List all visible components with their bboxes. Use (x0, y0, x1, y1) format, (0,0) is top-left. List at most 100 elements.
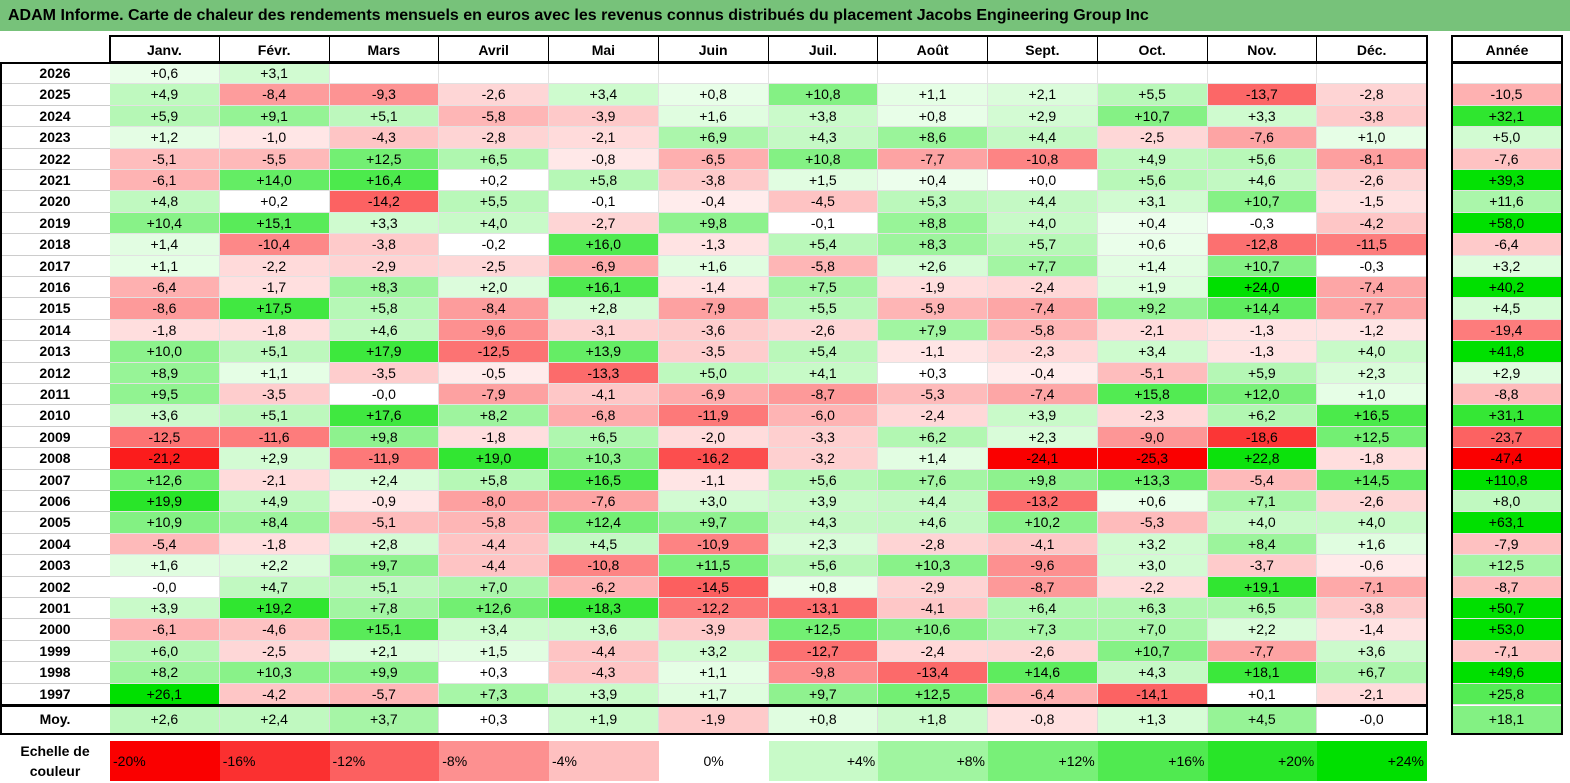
heatmap-cell: +2,3 (988, 426, 1098, 449)
heatmap-cell: -1,8 (1317, 448, 1427, 470)
heatmap-cell: +4,6 (878, 512, 988, 534)
heatmap-cell: -1,0 (219, 127, 330, 149)
heatmap-cell: -24,1 (988, 448, 1098, 470)
year-label: 2018 (0, 234, 110, 256)
heatmap-cell: -0,1 (549, 191, 659, 213)
heatmap-cell: +8,3 (878, 234, 988, 256)
heatmap-cell: +5,5 (768, 298, 879, 320)
heatmap-cell: +15,1 (219, 212, 330, 235)
heatmap-cell: -4,2 (219, 683, 330, 705)
heatmap-cell: +1,9 (1097, 277, 1208, 299)
annual-cell: +58,0 (1452, 212, 1562, 235)
heatmap-cell: +2,3 (1317, 362, 1427, 384)
year-label: 2008 (0, 448, 110, 470)
heatmap-cell: +0,6 (110, 63, 220, 85)
heatmap-cell: +9,8 (988, 469, 1098, 491)
heatmap-cell: +10,7 (1207, 191, 1318, 213)
heatmap-cell: +2,4 (329, 469, 440, 491)
heatmap-cell: -2,2 (219, 255, 330, 277)
year-label: 2019 (0, 212, 110, 235)
heatmap-cell: +3,6 (110, 405, 220, 427)
scale-swatch: +8% (878, 741, 988, 781)
heatmap-cell (329, 63, 440, 85)
heatmap-cell: -10,8 (988, 148, 1098, 170)
heatmap-cell: +5,4 (768, 234, 879, 256)
heatmap-cell: +4,3 (768, 127, 879, 149)
heatmap-cell: +2,9 (219, 448, 330, 470)
year-label: 2023 (0, 127, 110, 149)
heatmap-cell: +15,8 (1097, 384, 1208, 406)
heatmap-cell: +6,9 (658, 127, 769, 149)
heatmap-cell: +0,4 (1097, 212, 1208, 235)
heatmap-cell: -4,1 (988, 533, 1098, 556)
heatmap-cell: +8,6 (878, 127, 988, 149)
heatmap-cell (1207, 63, 1318, 85)
heatmap-cell: -5,8 (439, 105, 549, 128)
heatmap-cell: +10,3 (878, 555, 988, 577)
heatmap-cell (878, 63, 988, 85)
average-cell: +4,5 (1207, 706, 1318, 733)
heatmap-cell: +5,6 (768, 469, 879, 491)
heatmap-cell: +4,4 (878, 491, 988, 513)
heatmap-cell: +5,6 (1207, 148, 1318, 170)
heatmap-cell: +4,8 (110, 191, 220, 213)
scale-swatch: +24% (1317, 741, 1427, 781)
heatmap-cell: +4,7 (219, 576, 330, 598)
heatmap-cell: -12,5 (439, 341, 549, 363)
annual-cell: -8,7 (1452, 576, 1562, 598)
heatmap-cell: -1,8 (439, 426, 549, 449)
heatmap-cell: -2,4 (878, 640, 988, 663)
heatmap-cell: +4,3 (1097, 662, 1208, 684)
heatmap-cell: +10,7 (1097, 640, 1208, 663)
heatmap-cell: -6,8 (549, 405, 659, 427)
heatmap-cell: -9,6 (988, 555, 1098, 577)
heatmap-cell (988, 63, 1098, 85)
heatmap-cell: +17,9 (329, 341, 440, 363)
heatmap-cell: +5,0 (658, 362, 769, 384)
heatmap-cell: -3,8 (1317, 105, 1427, 128)
heatmap-cell: -0,9 (329, 491, 440, 513)
year-label: 2009 (0, 426, 110, 449)
heatmap-cell: -1,9 (878, 277, 988, 299)
annual-cell: +39,3 (1452, 170, 1562, 192)
heatmap-cell: -12,7 (768, 640, 879, 663)
heatmap-cell: -12,2 (658, 598, 769, 620)
heatmap-cell: +1,7 (658, 683, 769, 705)
heatmap-cell: -13,1 (768, 598, 879, 620)
annual-cell: +49,6 (1452, 662, 1562, 684)
heatmap-cell: +10,8 (768, 84, 879, 106)
heatmap-cell: -0,0 (110, 576, 220, 598)
heatmap-cell: -3,2 (768, 448, 879, 470)
annual-cell: -6,4 (1452, 234, 1562, 256)
year-label: 1997 (0, 683, 110, 705)
heatmap-cell: -1,4 (658, 277, 769, 299)
heatmap-cell: -1,1 (658, 469, 769, 491)
heatmap-cell: +13,3 (1097, 469, 1208, 491)
heatmap-cell: -0,3 (1317, 255, 1427, 277)
year-label: 2022 (0, 148, 110, 170)
heatmap-cell: +1,1 (878, 84, 988, 106)
heatmap-cell: +3,2 (658, 640, 769, 663)
heatmap-cell: -0,4 (658, 191, 769, 213)
heatmap-cell: -3,8 (1317, 598, 1427, 620)
heatmap-cell: -4,3 (549, 662, 659, 684)
month-header: Août (878, 37, 988, 63)
scale-swatch: +16% (1097, 741, 1208, 781)
heatmap-cell: +18,1 (1207, 662, 1318, 684)
heatmap-cell: +1,4 (878, 448, 988, 470)
heatmap-cell: -7,4 (988, 384, 1098, 406)
heatmap-cell: +19,1 (1207, 576, 1318, 598)
year-label: 2003 (0, 555, 110, 577)
heatmap-cell: -3,9 (549, 105, 659, 128)
heatmap-cell: +19,9 (110, 491, 220, 513)
heatmap-cell: -1,3 (658, 234, 769, 256)
heatmap-cell: -12,5 (110, 426, 220, 449)
heatmap-cell: -5,9 (878, 298, 988, 320)
scale-swatch: -12% (329, 741, 440, 781)
heatmap-cell: -0,3 (1207, 212, 1318, 235)
heatmap-cell: +2,1 (988, 84, 1098, 106)
scale-swatch: +12% (988, 741, 1098, 781)
heatmap-cell: +4,0 (1317, 341, 1427, 363)
heatmap-cell: +5,3 (878, 191, 988, 213)
heatmap-cell: +7,3 (988, 619, 1098, 641)
